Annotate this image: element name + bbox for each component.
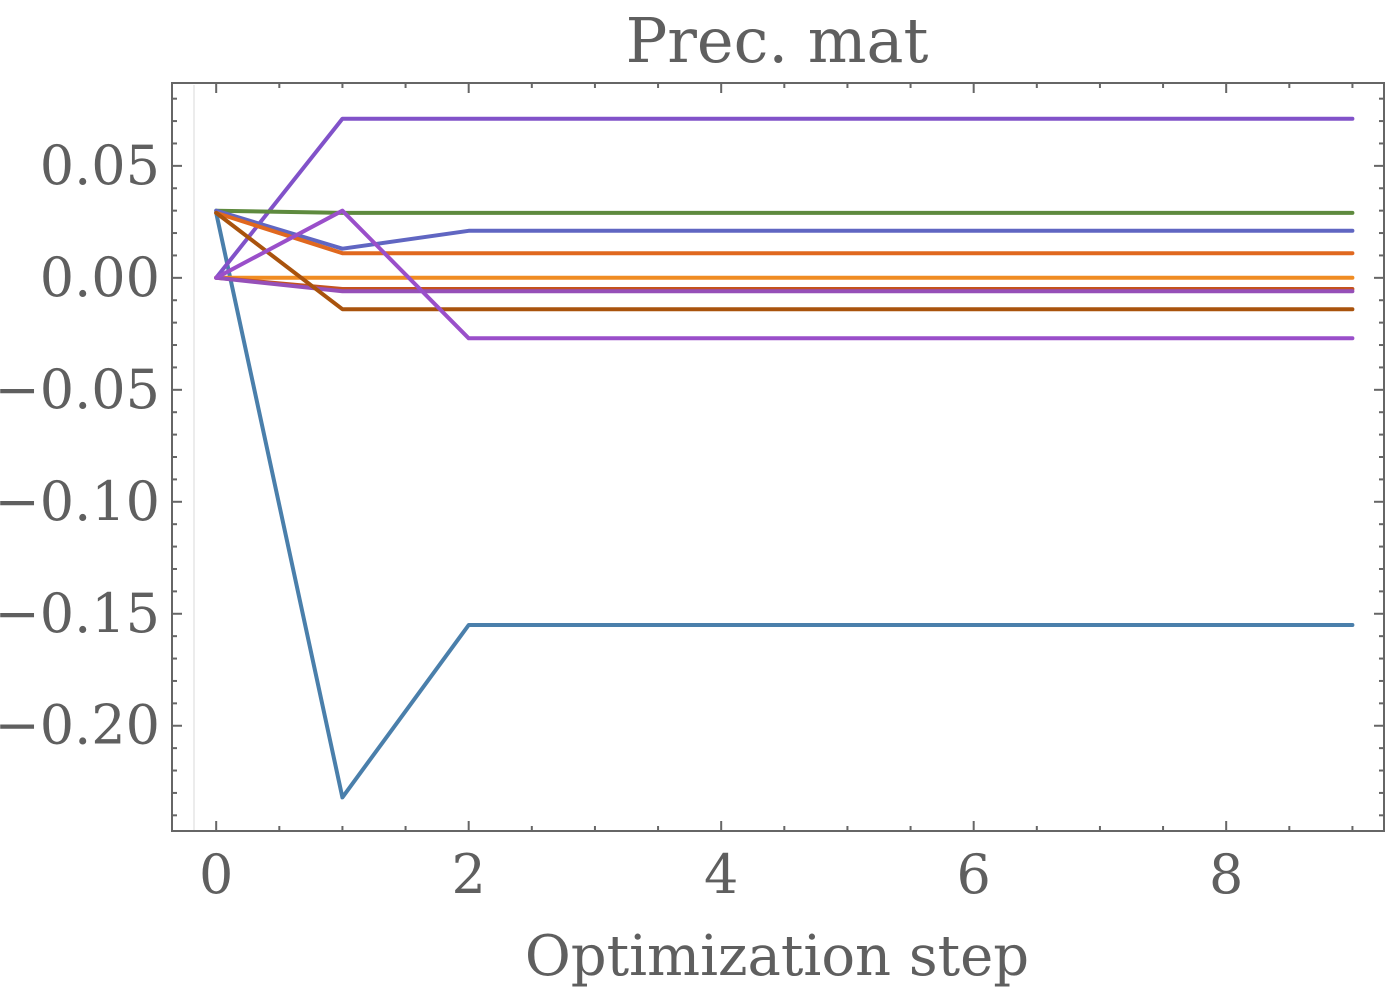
y-tick-label: 0.00 xyxy=(40,246,160,309)
chart-title: Prec. mat xyxy=(626,4,929,77)
series-line-7 xyxy=(214,275,1355,291)
x-tick-label: 8 xyxy=(1209,843,1243,906)
plot-frame xyxy=(171,82,1385,832)
x-axis-ticks: 0 2 4 6 8 xyxy=(199,83,1354,906)
series-line-8 xyxy=(214,275,1355,294)
y-tick-label: −0.05 xyxy=(0,358,160,421)
y-tick-label: 0.05 xyxy=(40,134,160,197)
series-line-5 xyxy=(214,210,1355,256)
series-layer xyxy=(214,116,1355,800)
y-tick-label: −0.15 xyxy=(0,582,160,645)
x-tick-label: 6 xyxy=(957,843,991,906)
series-line-4 xyxy=(214,208,1355,251)
series-line-3 xyxy=(214,208,1355,215)
series-line-10 xyxy=(214,208,1355,341)
series-line-1 xyxy=(214,210,1355,800)
x-axis-label: Optimization step xyxy=(525,924,1029,989)
y-tick-label: −0.10 xyxy=(0,470,160,533)
x-tick-label: 0 xyxy=(199,843,233,906)
y-axis-ticks: 0.05 0.00 −0.05 −0.10 −0.15 −0.20 xyxy=(0,97,1384,817)
series-line-9 xyxy=(214,210,1355,312)
x-tick-label: 2 xyxy=(452,843,486,906)
series-line-2 xyxy=(214,116,1355,280)
y-tick-label: −0.20 xyxy=(0,694,160,757)
x-tick-label: 4 xyxy=(704,843,738,906)
